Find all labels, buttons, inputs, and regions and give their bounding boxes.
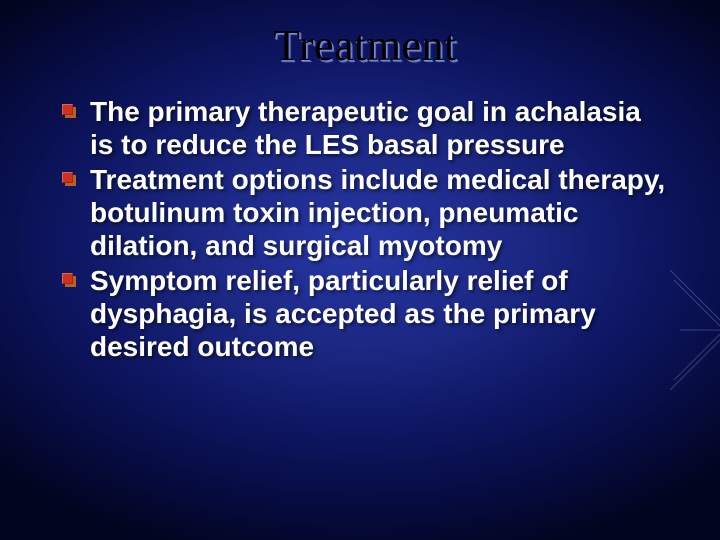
square-bullet-icon <box>62 104 76 118</box>
square-bullet-icon <box>62 273 76 287</box>
slide-title: Treatment <box>60 20 670 71</box>
bullet-text: Treatment options include medical therap… <box>90 164 665 261</box>
list-item: Symptom relief, particularly relief of d… <box>60 264 670 363</box>
list-item: The primary therapeutic goal in achalasi… <box>60 95 670 161</box>
square-bullet-icon <box>62 172 76 186</box>
bullet-list: The primary therapeutic goal in achalasi… <box>60 95 670 363</box>
list-item: Treatment options include medical therap… <box>60 163 670 262</box>
bullet-text: The primary therapeutic goal in achalasi… <box>90 96 641 160</box>
slide-container: Treatment The primary therapeutic goal i… <box>0 0 720 540</box>
bullet-text: Symptom relief, particularly relief of d… <box>90 265 596 362</box>
